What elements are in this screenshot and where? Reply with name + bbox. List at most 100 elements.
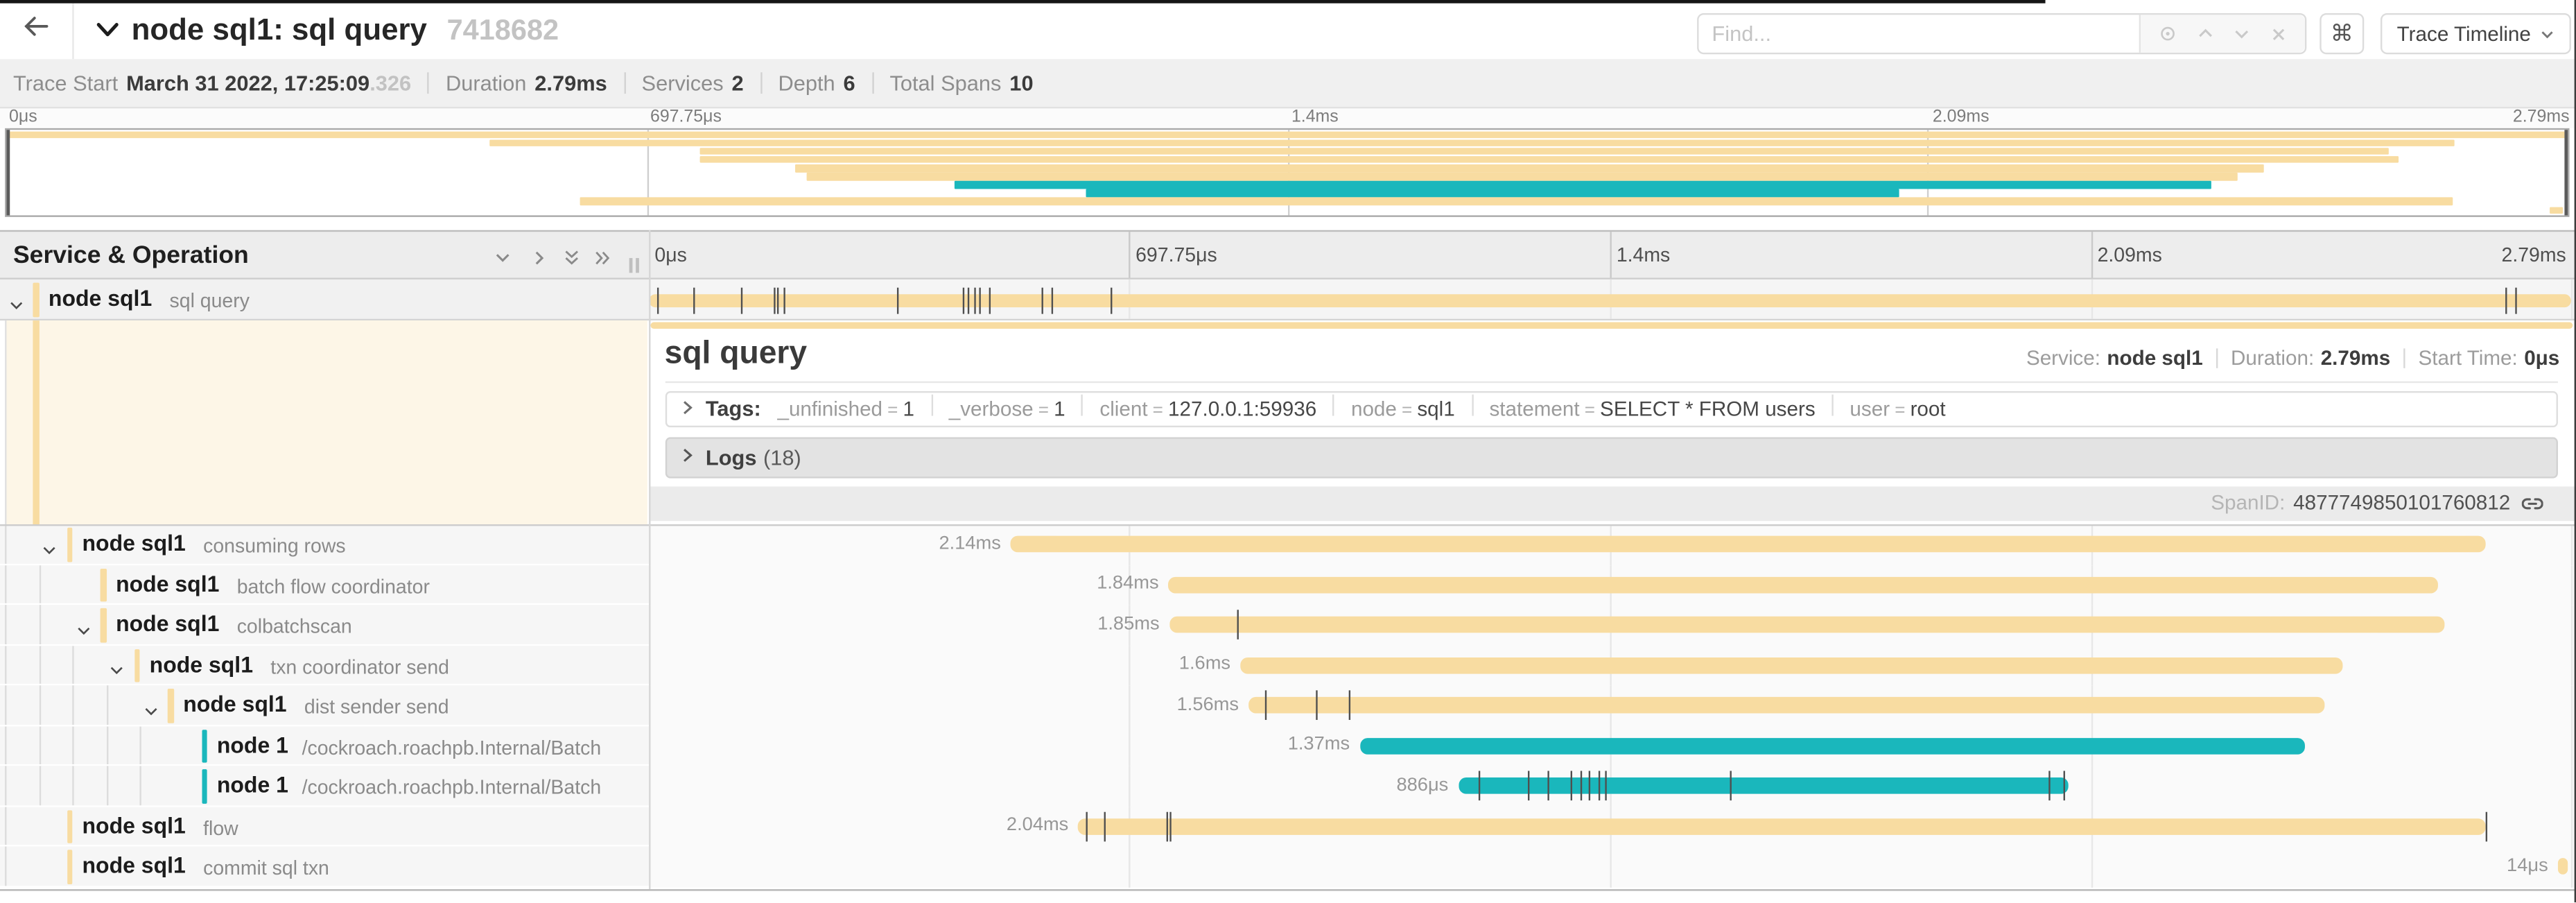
tree-guide [140,766,142,805]
minimap-left-handle[interactable] [6,130,10,215]
timeline-row[interactable]: 1.6ms [647,645,2576,686]
trace-start-value: March 31 2022, 17:25:09 [126,70,370,96]
span-detail-title: sql query [664,336,808,372]
chevron-down-icon [2539,22,2554,45]
tree-row[interactable]: node sql1 commit sql txn [0,846,648,888]
timeline-gridline [2571,605,2574,646]
view-options-button[interactable]: Trace Timeline [2380,12,2570,55]
minimap-right-handle[interactable] [2564,130,2568,215]
span-detail-panel: sql query Service: node sql1 Duration: 2… [650,321,2576,524]
next-result-icon[interactable] [2233,25,2251,43]
collapse-chevron-icon[interactable] [41,537,58,567]
span-bar[interactable] [1168,576,2437,594]
span-bar[interactable] [1240,657,2344,674]
service-label: Service: [2026,347,2100,371]
tree-row[interactable]: node sql1 colbatchscan [0,605,648,646]
minimap-span-bar [794,164,2264,172]
column-divider[interactable] [647,230,650,890]
tag-value: root [1910,397,1946,420]
divider [1831,394,1834,415]
tree-guide [6,321,8,524]
keyboard-shortcuts-button[interactable]: ⌘ [2320,12,2365,55]
back-button[interactable] [0,3,74,59]
timeline-row[interactable]: 1.85ms [647,605,2576,646]
log-tick [1599,771,1601,802]
service-color-bar [134,648,140,682]
span-bar[interactable] [1458,777,2069,795]
span-bar[interactable] [2557,859,2568,875]
collapse-trace-chevron-icon[interactable] [95,18,120,48]
timeline-row[interactable]: 14μs [647,846,2576,888]
find-input[interactable] [1698,15,2139,53]
divider [1332,394,1335,415]
collapse-chevron-icon[interactable] [8,292,24,322]
timeline-gridline [2571,806,2574,847]
timeline-gridline [2571,725,2574,766]
span-bar[interactable] [647,293,2572,308]
timeline-ruler-tick: 697.75μs [1135,243,1217,266]
span-row: node sql1 consuming rows 2.14ms [0,524,2576,565]
log-tick [975,286,977,314]
tag-value: SELECT * FROM users [1600,397,1816,420]
span-duration-label: 1.56ms [1176,694,1239,715]
span-bar[interactable] [1078,818,2485,835]
timeline-row[interactable]: 1.37ms [647,725,2576,766]
deep-link-icon[interactable] [2521,493,2543,515]
ruler-gridline [1610,232,1612,279]
service-value: node sql1 [2107,347,2203,371]
collapse-chevron-icon[interactable] [75,617,92,647]
timeline-row[interactable]: 2.14ms [647,524,2576,565]
expand-one-chevron-right-icon[interactable] [529,246,548,276]
duration-value: 2.79ms [534,70,607,96]
span-bar[interactable] [1011,536,2487,553]
timeline-gridline [2571,524,2574,565]
prev-result-icon[interactable] [2196,25,2214,43]
timeline-row[interactable] [647,280,2576,321]
minimap-ruler-tick: 2.09ms [1932,107,1990,127]
tree-row[interactable]: node sql1 txn coordinator send [0,645,648,687]
divider [623,71,625,94]
expand-all-double-chevron-icon[interactable] [593,246,613,276]
span-bar[interactable] [1359,737,2304,755]
service-name: node sql1 [116,571,220,596]
logs-accordion[interactable]: Logs (18) [664,437,2557,478]
tags-accordion[interactable]: Tags: _unfinished = 1 _verbose = 1 client = 127.… [664,390,2557,427]
command-icon: ⌘ [2330,19,2353,46]
timeline-ruler-tick: 0μs [654,243,687,266]
minimap-canvas[interactable] [5,128,2570,216]
tree-row[interactable]: node sql1 sql query [0,280,648,321]
span-row: node sql1 dist sender send 1.56ms [0,685,2576,728]
timeline-gridline [2571,846,2574,888]
operation-name: batch flow coordinator [236,574,430,598]
minimap-gridline [1287,130,1289,215]
tree-row[interactable]: node 1/cockroach.roachpb.Internal/Batch [0,766,648,807]
timeline-row[interactable]: 2.04ms [647,806,2576,847]
collapse-all-double-chevron-icon[interactable] [562,246,582,276]
divider [664,381,2557,383]
span-bar[interactable] [1248,697,2324,714]
tree-row[interactable]: node sql1 flow [0,806,648,847]
tree-row[interactable]: node sql1 batch flow coordinator [0,565,648,605]
timeline-gridline [2091,846,2093,888]
tree-row[interactable]: node 1/cockroach.roachpb.Internal/Batch [0,725,648,766]
span-row: node sql1 colbatchscan 1.85ms [0,605,2576,646]
tree-row[interactable]: node sql1 consuming rows [0,524,648,565]
services-value: 2 [731,70,744,96]
locate-icon[interactable] [2159,25,2177,43]
timeline-row[interactable]: 886μs [647,766,2576,807]
collapse-all-chevron-down-icon[interactable] [493,246,512,276]
log-tick [896,286,899,314]
column-resize-grip[interactable] [629,258,638,273]
collapse-chevron-icon[interactable] [108,657,125,687]
collapse-chevron-icon[interactable] [142,698,159,728]
log-tick [962,286,964,314]
log-tick [1580,771,1582,802]
tree-row[interactable]: node sql1 dist sender send [0,685,648,728]
clear-find-icon[interactable] [2270,26,2286,42]
tree-guide [6,846,8,886]
span-id-value: 4877749850101760812 [2293,492,2511,515]
span-bar[interactable] [1169,617,2445,634]
timeline-row[interactable]: 1.84ms [647,565,2576,605]
tag-equals: = [1584,400,1595,420]
timeline-row[interactable]: 1.56ms [647,685,2576,726]
